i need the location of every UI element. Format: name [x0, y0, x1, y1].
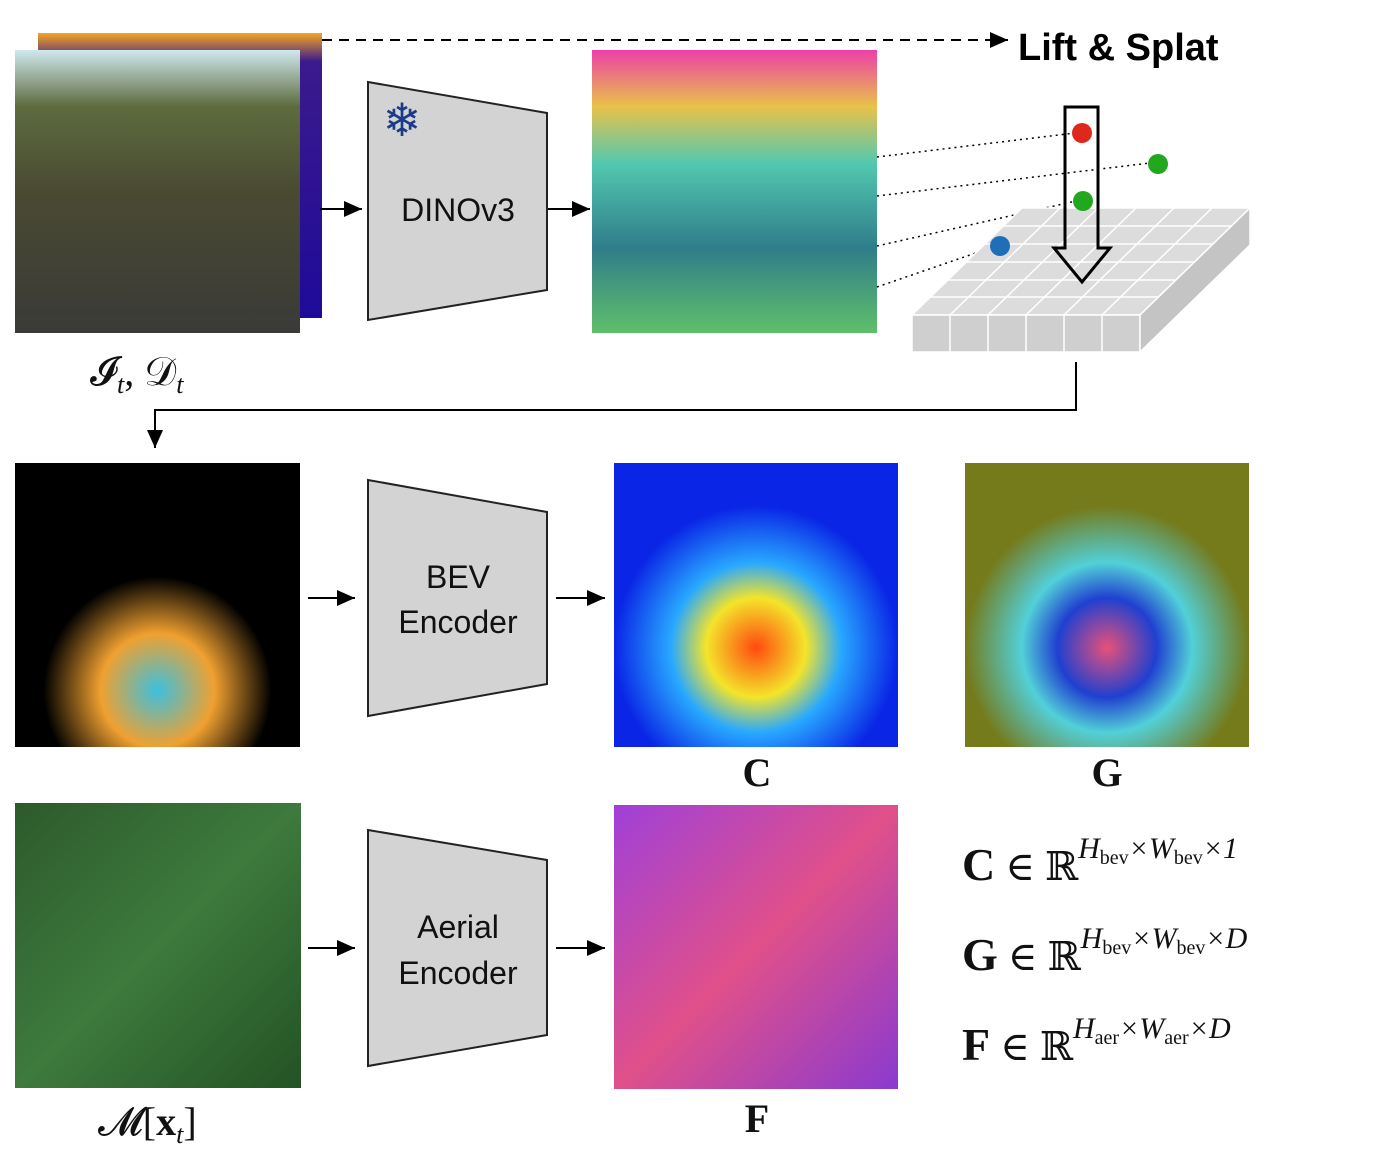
- equation-part: F: [962, 1019, 990, 1070]
- equation-part: bev: [1174, 847, 1203, 869]
- geometry-map: [965, 463, 1249, 747]
- equation-part: C: [962, 839, 995, 890]
- equation: C ∈ ℝHbev×Wbev×1: [962, 832, 1238, 890]
- equation-part: H: [1080, 922, 1105, 955]
- equation-part: ∈ ℝ: [995, 844, 1079, 889]
- equation-part: ×1: [1203, 832, 1238, 865]
- map-label: G: [1091, 750, 1122, 795]
- equation-part: aer: [1095, 1027, 1120, 1049]
- cost-map: [614, 463, 898, 747]
- equation-part: ×W: [1131, 922, 1179, 955]
- equation-part: ×W: [1129, 832, 1177, 865]
- point: [1148, 154, 1168, 174]
- point: [1072, 123, 1092, 143]
- encoder-label: Encoder: [398, 955, 518, 991]
- encoder-label: DINOv3: [401, 192, 515, 228]
- map-input-label: 𝓜[xt]: [98, 1099, 197, 1149]
- bev-grid: [910, 206, 1252, 354]
- snowflake-icon: ❄: [383, 94, 422, 146]
- equation-part: H: [1077, 832, 1102, 865]
- rgb-image: [15, 50, 300, 333]
- point: [1073, 191, 1093, 211]
- connector: [147, 362, 1077, 448]
- encoder-label: BEV: [426, 559, 491, 595]
- equation-part: ∈ ℝ: [998, 934, 1082, 979]
- equation: F ∈ ℝHaer×Waer×D: [962, 1012, 1231, 1070]
- equation-part: ∈ ℝ: [990, 1024, 1074, 1069]
- equation-part: ×W: [1119, 1012, 1167, 1045]
- splat-arrow: [1050, 105, 1114, 285]
- equation-part: H: [1072, 1012, 1097, 1045]
- encoder: [367, 80, 548, 322]
- feature-image: [592, 50, 877, 333]
- equation-part: ×D: [1189, 1012, 1231, 1045]
- lift-label: Lift & Splat: [1018, 27, 1219, 69]
- equations: C ∈ ℝHbev×Wbev×1G ∈ ℝHbev×Wbev×DF ∈ ℝHae…: [962, 832, 1248, 1070]
- equation-part: bev: [1176, 937, 1205, 959]
- projection-lines: [876, 132, 1151, 288]
- equation-part: bev: [1100, 847, 1129, 869]
- map-label: F: [745, 1096, 769, 1141]
- point: [990, 236, 1010, 256]
- encoder-label: Encoder: [398, 604, 518, 640]
- equation-part: bev: [1102, 937, 1131, 959]
- encoder: [367, 478, 548, 718]
- bev-image: [15, 463, 300, 747]
- encoder-label: Aerial: [417, 909, 499, 945]
- equation-part: ×D: [1205, 922, 1247, 955]
- encoder: [367, 828, 548, 1068]
- input-label: 𝓘t, 𝒟t: [90, 349, 184, 399]
- equation-part: G: [962, 929, 998, 980]
- equation: G ∈ ℝHbev×Wbev×D: [962, 922, 1248, 980]
- aerial-feature-map: [614, 805, 898, 1089]
- equation-part: aer: [1164, 1027, 1189, 1049]
- aerial-image: [15, 803, 301, 1088]
- map-label: C: [743, 750, 772, 795]
